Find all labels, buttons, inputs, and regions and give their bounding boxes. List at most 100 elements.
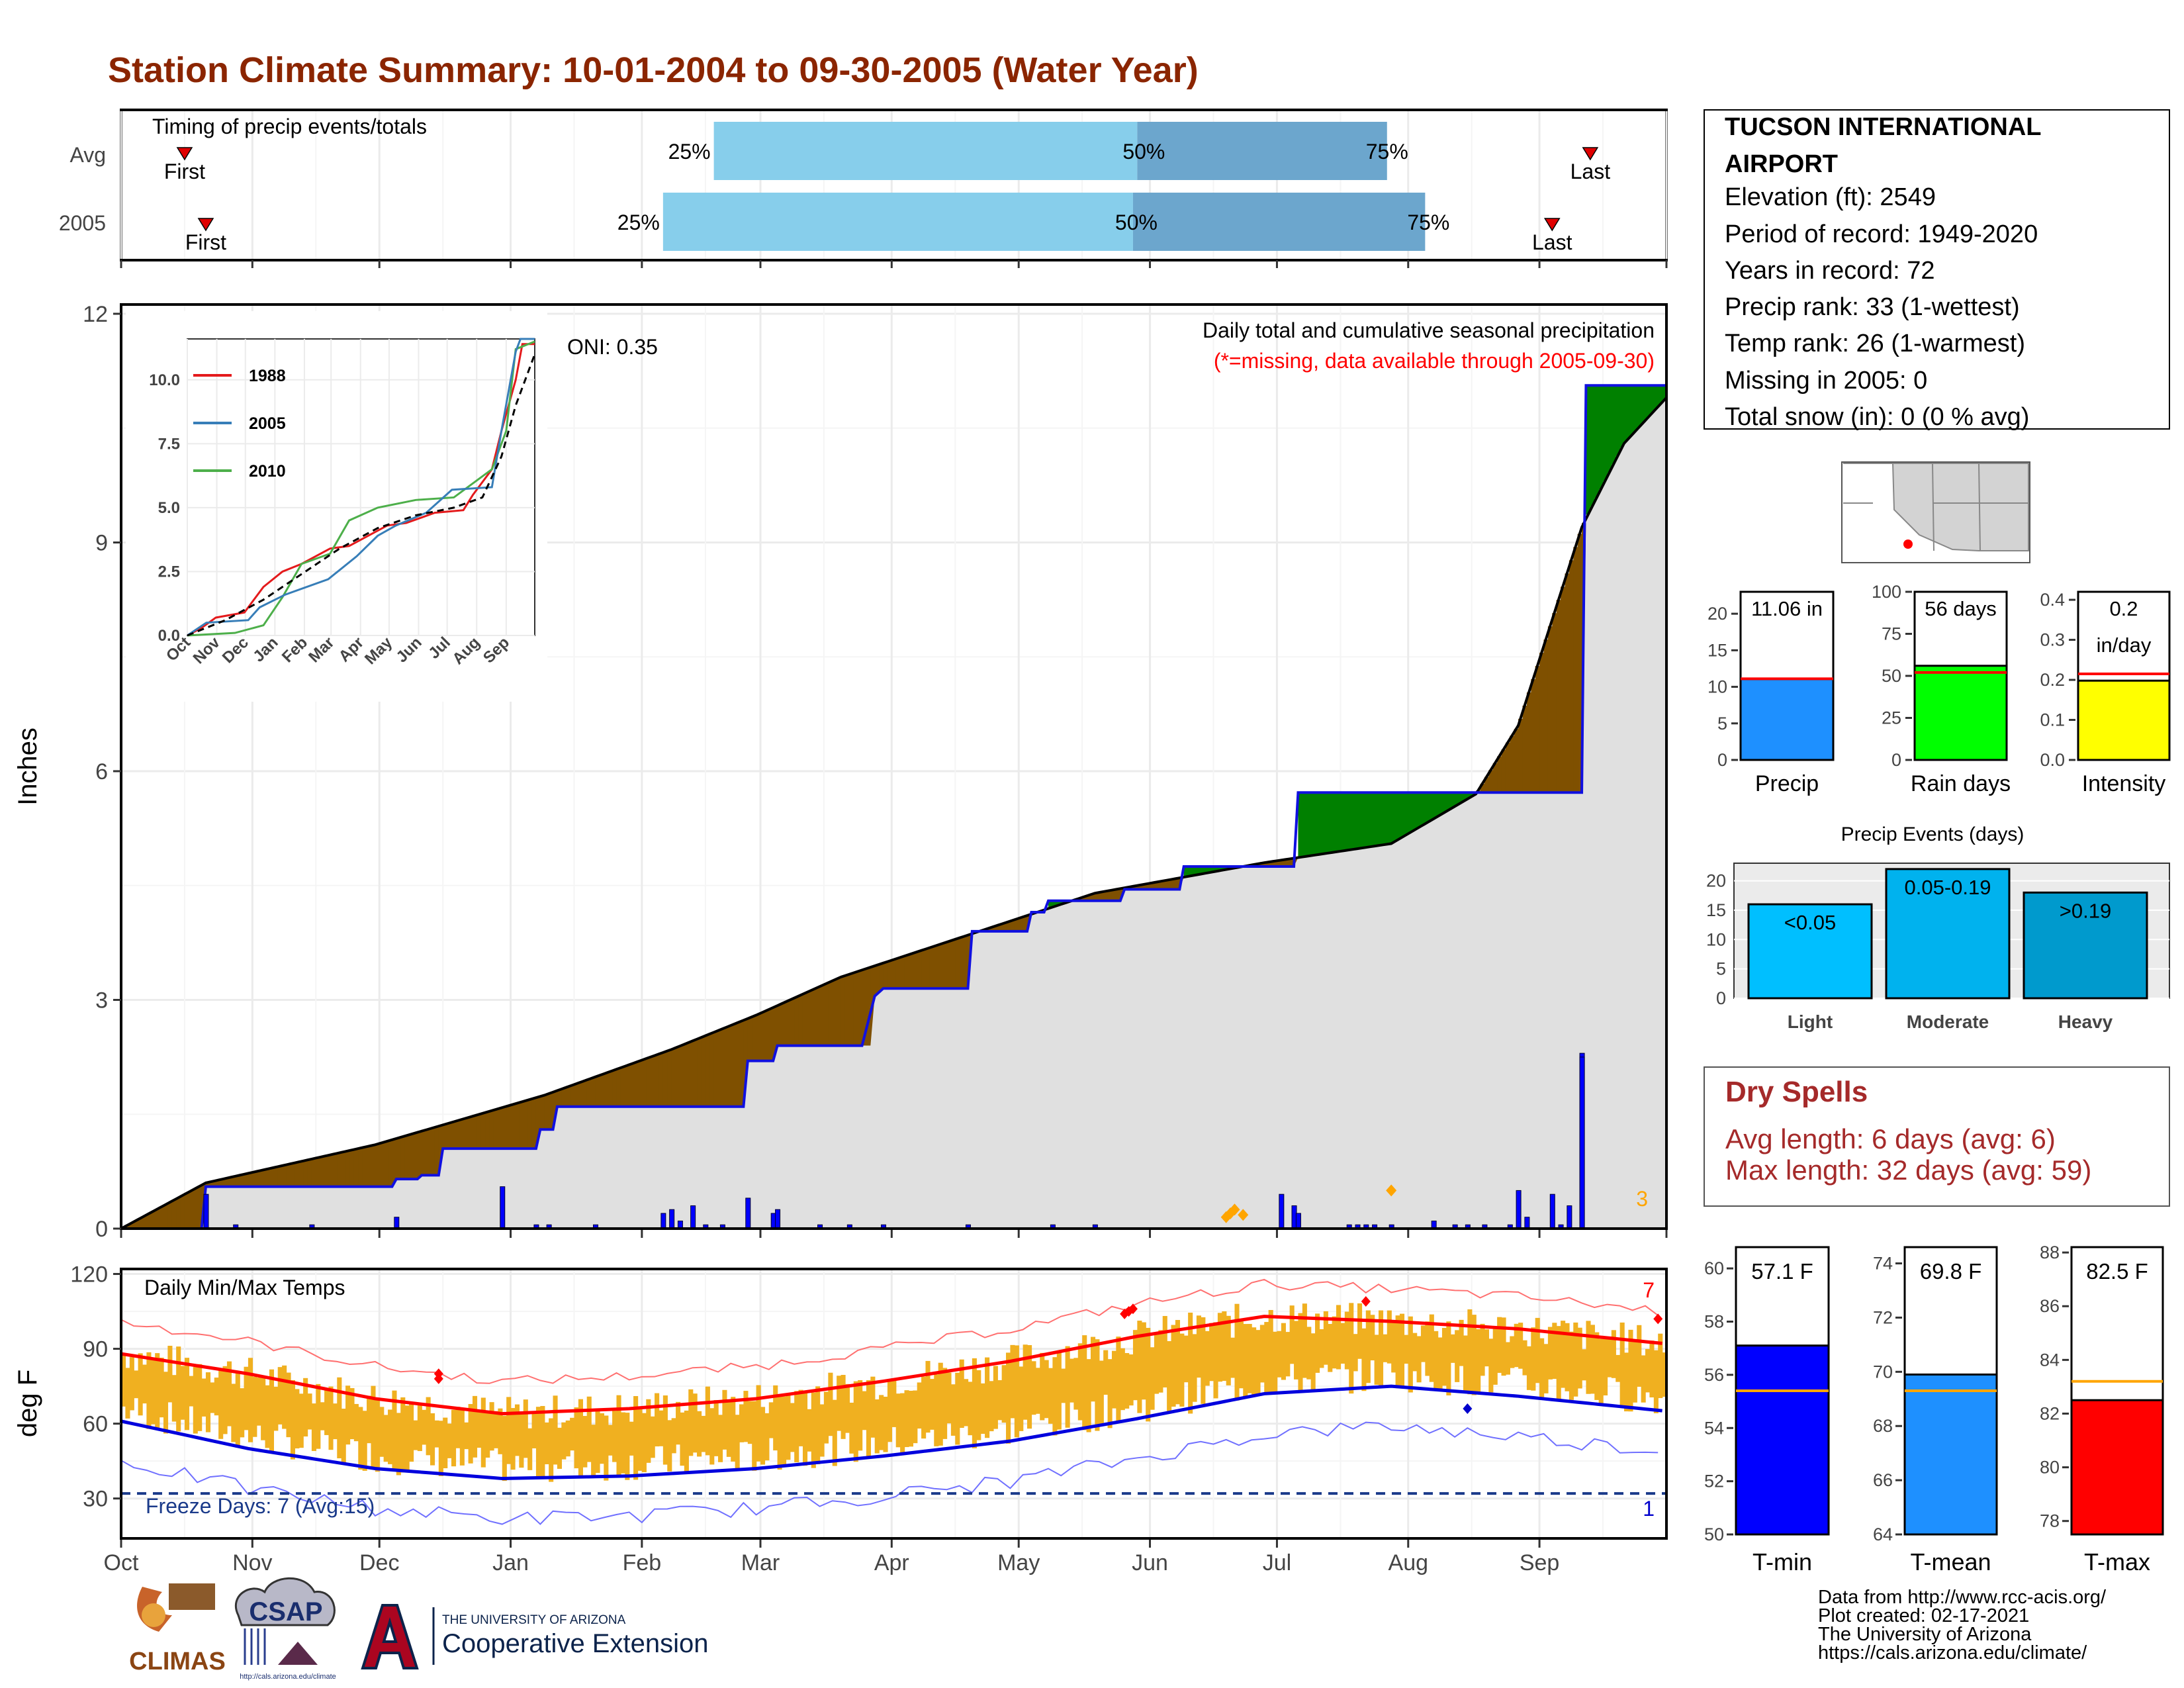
timing-p75-label: 75%	[1407, 211, 1449, 234]
precip-anomaly-fill	[1463, 792, 1468, 800]
precip-anomaly-fill	[1141, 884, 1146, 890]
daily-temp-bar	[1556, 1326, 1561, 1401]
daily-temp-bar	[938, 1362, 943, 1446]
daily-temp-bar	[210, 1382, 215, 1413]
temp-x-tick-label: Dec	[359, 1550, 399, 1575]
precip-anomaly-fill	[1653, 385, 1659, 409]
precip-anomaly-fill	[1082, 896, 1087, 901]
precip-events-tick-label: 5	[1716, 959, 1726, 979]
precip-anomaly-fill	[866, 968, 871, 1046]
precip-event-bar	[1747, 903, 1873, 1000]
inset-legend: 1988 2005 2010	[193, 367, 286, 481]
precip-anomaly-fill	[1552, 613, 1557, 793]
precip-anomaly-fill	[692, 1040, 698, 1107]
precip-anomaly-fill	[1171, 878, 1176, 890]
daily-temp-bar	[929, 1379, 934, 1430]
daily-temp-bar	[866, 1380, 872, 1458]
precip-daily-bars	[203, 1053, 1585, 1229]
precip-anomaly-fill	[811, 989, 816, 1046]
record-low-marker	[1463, 1403, 1473, 1415]
daily-temp-bar	[650, 1416, 655, 1458]
daily-precip-bar	[775, 1209, 781, 1229]
precip-anomaly-fill	[1213, 866, 1218, 872]
precip-anomaly-fill	[718, 1029, 723, 1107]
precip-anomaly-fill	[205, 1182, 210, 1187]
precip-anomaly-fill	[1056, 900, 1062, 906]
inset-y-tick-label: 5.0	[158, 499, 180, 517]
csap-mountain-icon	[278, 1642, 318, 1665]
daily-temp-bar	[815, 1386, 821, 1464]
daily-temp-bar	[1247, 1323, 1252, 1393]
mini-bar-precip	[1739, 678, 1835, 761]
precip-anomaly-fill	[290, 1163, 295, 1187]
precip-anomaly-fill	[277, 1166, 283, 1187]
precip-anomaly-fill	[1526, 692, 1531, 793]
precip-anomaly-fill	[1128, 886, 1134, 890]
precip-anomaly-fill	[1624, 385, 1629, 442]
precip-anomaly-fill	[591, 1077, 596, 1107]
precip-anomaly-fill	[362, 1147, 367, 1187]
inset-y-tick-label: 2.5	[158, 563, 180, 581]
precip-anomaly-fill	[1014, 919, 1019, 931]
precip-anomaly-fill	[1543, 639, 1549, 793]
timing-p75-label: 75%	[1366, 140, 1408, 164]
precip-anomaly-fill	[252, 1172, 257, 1187]
daily-temp-bar	[1124, 1353, 1130, 1409]
precip-anomaly-fill	[620, 1066, 625, 1107]
precip-anomaly-fill	[595, 1076, 600, 1107]
daily-temp-bar	[1488, 1338, 1494, 1393]
precip-anomaly-fill	[1437, 792, 1443, 816]
precip-y-tick-label: 3	[95, 988, 108, 1013]
precip-anomaly-fill	[519, 1102, 524, 1149]
daily-temp-bar	[565, 1420, 570, 1457]
daily-temp-bar	[1099, 1360, 1104, 1425]
precip-anomaly-fill	[358, 1148, 363, 1187]
daily-temp-bar	[1391, 1322, 1396, 1373]
precip-anomaly-fill	[1370, 792, 1375, 847]
daily-temp-bar	[150, 1358, 156, 1425]
daily-temp-bar	[1514, 1323, 1519, 1368]
precip-anomaly-fill	[1586, 385, 1591, 515]
daily-temp-bar	[1192, 1334, 1197, 1402]
daily-temp-bar	[1437, 1337, 1443, 1389]
daily-temp-bar	[544, 1422, 549, 1464]
precip-anomaly-fill	[1099, 892, 1104, 901]
climas-logo: CLIMAS	[129, 1583, 226, 1675]
daily-temp-bar	[282, 1365, 287, 1429]
precip-anomaly-fill	[1480, 784, 1485, 793]
precip-anomaly-fill	[430, 1128, 435, 1176]
daily-temp-bar	[692, 1393, 698, 1453]
daily-temp-bar	[891, 1379, 897, 1427]
daily-temp-bar	[163, 1372, 169, 1434]
daily-temp-bar	[1103, 1350, 1109, 1395]
precip-anomaly-fill	[1374, 792, 1379, 846]
temp-y-tick-label: 90	[83, 1337, 108, 1362]
daily-temp-bar	[993, 1366, 998, 1429]
daily-temp-bar	[184, 1358, 190, 1430]
location-map	[1841, 461, 2030, 563]
inset-legend-label: 1988	[249, 367, 286, 385]
precip-anomaly-fill	[248, 1172, 253, 1187]
temp-bar-tmax	[2070, 1399, 2164, 1536]
daily-temp-bar	[1201, 1317, 1206, 1404]
precip-corner-count: 3	[1636, 1187, 1648, 1211]
daily-temp-bar	[485, 1411, 490, 1458]
precip-anomaly-fill	[231, 1176, 236, 1187]
daily-temp-bar	[1171, 1325, 1176, 1407]
precip-anomaly-fill	[240, 1174, 245, 1187]
precip-anomaly-fill	[1111, 890, 1116, 901]
daily-temp-bar	[1226, 1315, 1231, 1385]
daily-temp-bar	[1577, 1327, 1582, 1389]
precip-anomaly-fill	[493, 1109, 498, 1149]
dry-spells-title: Dry Spells	[1725, 1076, 1868, 1108]
daily-temp-bar	[468, 1403, 473, 1464]
precip-anomaly-fill	[1658, 385, 1663, 405]
daily-temp-bar	[277, 1367, 283, 1425]
precip-anomaly-fill	[349, 1150, 355, 1187]
precip-anomaly-fill	[337, 1152, 342, 1187]
precip-anomaly-fill	[535, 1097, 541, 1149]
daily-temp-bar	[1251, 1327, 1257, 1395]
record-high-marker	[1128, 1303, 1138, 1315]
freeze-days: Freeze Days: 7 (Avg:15)	[146, 1494, 375, 1518]
precip-anomaly-fill	[802, 993, 807, 1046]
